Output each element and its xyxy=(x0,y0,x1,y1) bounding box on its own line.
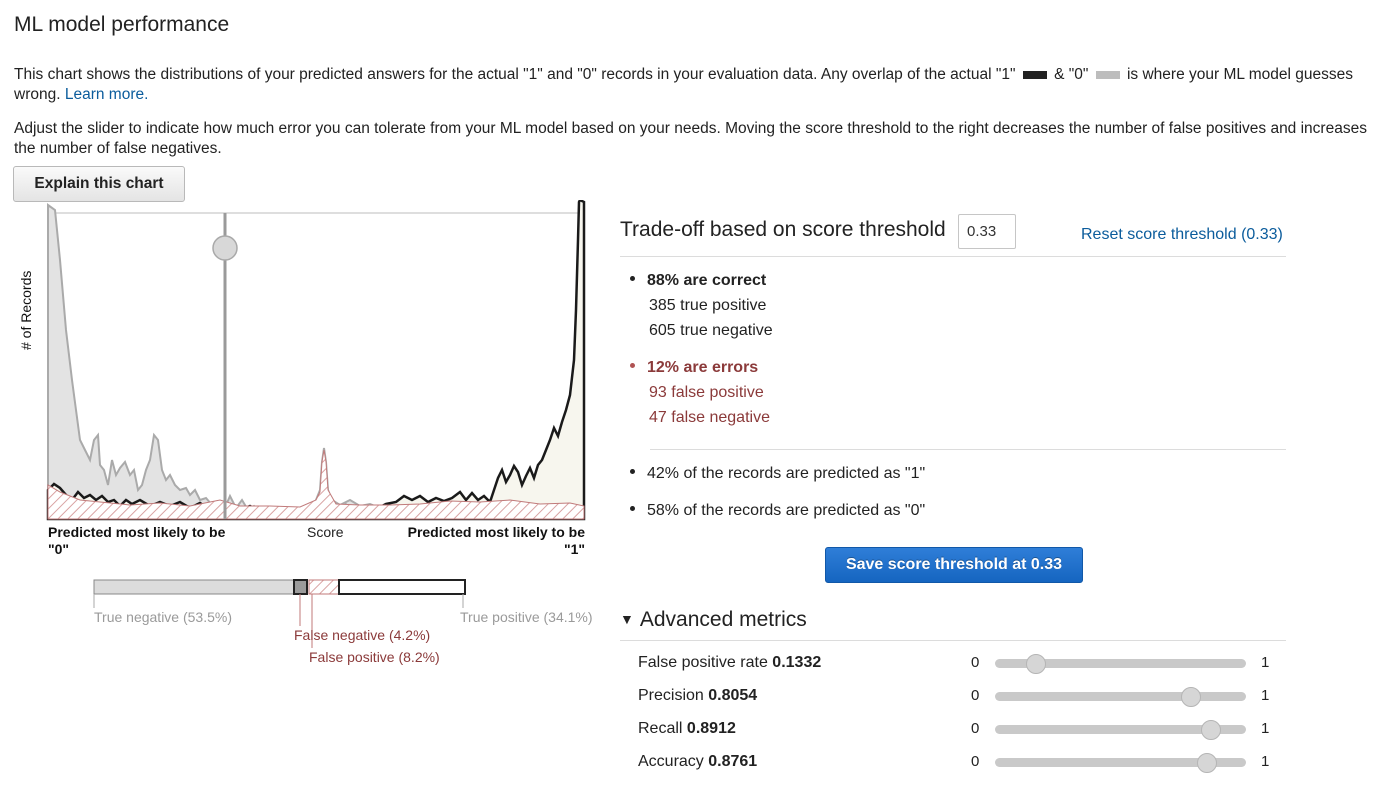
metric-slider-track[interactable] xyxy=(995,692,1246,701)
metric-slider-handle[interactable] xyxy=(1200,720,1221,740)
true-positive-count: 385 true positive xyxy=(649,297,767,314)
metric-value: 0.1332 xyxy=(772,654,822,671)
advanced-metrics-toggle[interactable]: ▼ Advanced metrics xyxy=(620,608,807,632)
actual-1-swatch xyxy=(1022,70,1047,79)
true-positive-bar xyxy=(338,579,466,595)
description-text: This chart shows the distributions of yo… xyxy=(14,66,1016,83)
description-tail: is where your ML model guesses wrong. xyxy=(14,66,1353,103)
slider-instructions: Adjust the slider to indicate how much e… xyxy=(14,120,1367,157)
bullet-icon xyxy=(630,506,635,512)
predicted-0-text: 58% of the records are predicted as "0" xyxy=(647,502,926,519)
range-min-label: 0 xyxy=(971,720,980,737)
metric-name: Accuracy xyxy=(638,753,704,770)
bullet-icon xyxy=(630,276,635,282)
true-negative-count: 605 true negative xyxy=(649,322,773,339)
divider xyxy=(620,256,1286,257)
reset-threshold-link[interactable]: Reset score threshold (0.33) xyxy=(1081,226,1283,243)
range-max-label: 1 xyxy=(1261,687,1270,704)
left-axis-caption: Predicted most likely to be "0" xyxy=(48,524,225,558)
range-min-label: 0 xyxy=(971,687,980,704)
metric-value: 0.8761 xyxy=(708,753,758,770)
correct-summary: 88% are correct xyxy=(630,272,766,290)
right-axis-caption: Predicted most likely to be "1" xyxy=(405,524,585,558)
errors-heading: 12% are errors xyxy=(647,359,759,376)
metric-slider-handle[interactable] xyxy=(1181,687,1202,707)
true-negative-label: True negative (53.5%) xyxy=(94,609,232,625)
plot-frame xyxy=(47,212,585,520)
actual-0-text: "0" xyxy=(1068,66,1089,83)
predicted-1-text: 42% of the records are predicted as "1" xyxy=(647,465,926,482)
correct-heading: 88% are correct xyxy=(647,272,767,289)
threshold-slider-handle[interactable] xyxy=(212,235,238,261)
metric-label: Precision 0.8054 xyxy=(638,687,757,705)
metric-name: False positive rate xyxy=(638,654,768,671)
metric-value: 0.8912 xyxy=(686,720,736,737)
threshold-input[interactable] xyxy=(958,214,1016,249)
actual-1-distribution xyxy=(46,200,586,521)
false-positive-label: False positive (8.2%) xyxy=(309,649,440,665)
actual-0-swatch xyxy=(1095,70,1120,79)
metric-slider-handle[interactable] xyxy=(1025,654,1046,674)
metric-slider-track[interactable] xyxy=(995,659,1246,668)
metric-name: Precision xyxy=(638,687,704,704)
x-axis-label: Score xyxy=(307,524,344,540)
errors-summary: 12% are errors xyxy=(630,359,758,377)
learn-more-link[interactable]: Learn more. xyxy=(64,85,149,103)
score-distribution-chart xyxy=(46,200,586,648)
left-caption-value: "0" xyxy=(48,541,70,557)
divider xyxy=(650,449,1286,450)
metric-slider-handle[interactable] xyxy=(1197,753,1218,773)
tradeoff-title: Trade-off based on score threshold xyxy=(620,218,946,241)
range-min-label: 0 xyxy=(971,753,980,770)
range-max-label: 1 xyxy=(1261,654,1270,671)
advanced-metrics-title: Advanced metrics xyxy=(639,608,807,631)
metric-label: Recall 0.8912 xyxy=(638,720,736,738)
chevron-down-icon: ▼ xyxy=(620,611,634,627)
range-min-label: 0 xyxy=(971,654,980,671)
metric-label: False positive rate 0.1332 xyxy=(638,654,821,672)
predicted-1-summary: 42% of the records are predicted as "1" xyxy=(630,465,925,483)
bullet-icon xyxy=(630,469,635,475)
false-negative-bar xyxy=(293,579,308,595)
false-positive-count: 93 false positive xyxy=(649,384,764,401)
predicted-0-summary: 58% of the records are predicted as "0" xyxy=(630,502,925,520)
chart-description: This chart shows the distributions of yo… xyxy=(14,65,1380,104)
metric-slider-track[interactable] xyxy=(995,758,1246,767)
true-negative-bar xyxy=(93,579,295,595)
false-negative-label: False negative (4.2%) xyxy=(294,627,431,643)
true-positive-label: True positive (34.1%) xyxy=(460,609,593,625)
range-max-label: 1 xyxy=(1261,753,1270,770)
metric-value: 0.8054 xyxy=(708,687,758,704)
error-overlap-area xyxy=(47,449,585,520)
metric-label: Accuracy 0.8761 xyxy=(638,753,757,771)
right-caption-text: Predicted most likely to be xyxy=(407,524,585,540)
bullet-icon xyxy=(630,363,635,369)
save-threshold-button[interactable]: Save score threshold at 0.33 xyxy=(825,547,1083,583)
metric-slider-track[interactable] xyxy=(995,725,1246,734)
metric-name: Recall xyxy=(638,720,683,737)
page-title: ML model performance xyxy=(14,13,230,36)
explain-chart-button[interactable]: Explain this chart xyxy=(13,166,185,202)
right-caption-value: "1" xyxy=(563,541,585,557)
y-axis-label: # of Records xyxy=(18,270,34,350)
left-caption-text: Predicted most likely to be xyxy=(48,524,226,540)
divider xyxy=(620,640,1286,641)
false-positive-bar xyxy=(308,579,340,595)
range-max-label: 1 xyxy=(1261,720,1270,737)
false-negative-count: 47 false negative xyxy=(649,409,770,426)
ampersand: & xyxy=(1054,66,1065,83)
